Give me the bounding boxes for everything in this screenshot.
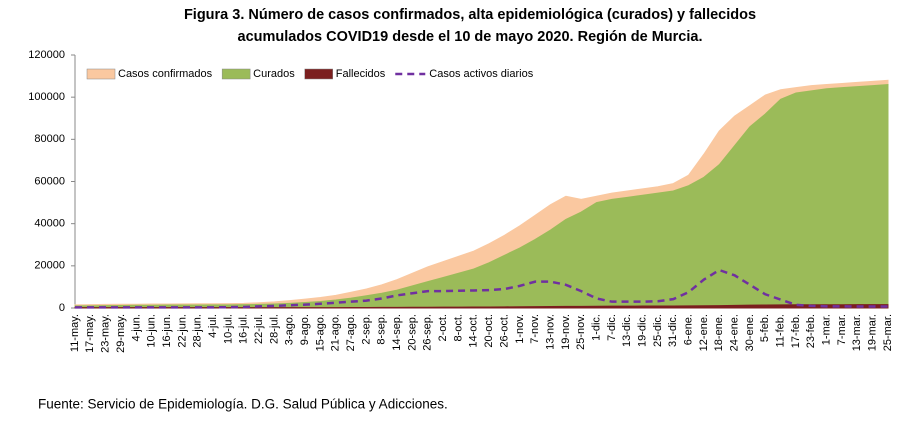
x-tick-label: 25-mar. [882, 314, 894, 351]
y-tick-label: 20000 [34, 260, 65, 272]
x-tick-label: 1-dic. [590, 314, 602, 341]
legend-swatch [86, 68, 116, 80]
x-tick-label: 26-sep. [422, 314, 434, 351]
chart-title: Figura 3. Número de casos confirmados, a… [184, 7, 756, 23]
x-tick-label: 30-ene. [744, 314, 756, 351]
legend-swatch [221, 68, 251, 80]
x-tick-label: 2-oct. [437, 314, 449, 342]
y-tick-label: 100000 [28, 91, 65, 103]
x-tick-label: 15-ago. [314, 314, 326, 351]
x-tick-label: 17-may. [84, 314, 96, 353]
x-tick-label: 13-mar. [851, 314, 863, 351]
x-tick-label: 17-feb. [790, 314, 802, 348]
area [74, 304, 889, 309]
x-tick-label: 7-mar. [836, 314, 848, 345]
x-tick-label: 27-ago. [345, 314, 357, 351]
x-tick-label: 22-jul. [253, 314, 265, 344]
x-tick-label: 21-ago. [330, 314, 342, 351]
x-tick-label: 14-sep. [391, 314, 403, 351]
x-tick-label: 28-jun. [192, 314, 204, 348]
x-tick-label: 24-ene. [729, 314, 741, 351]
x-tick-label: 26-oct. [498, 314, 510, 348]
y-tick-label: 0 [59, 302, 65, 314]
chart-title: acumulados COVID19 desde el 10 de mayo 2… [238, 29, 703, 45]
legend-label: Curados [253, 68, 295, 80]
y-tick-label: 120000 [28, 49, 65, 61]
line [75, 268, 888, 309]
y-tick-label: 40000 [34, 218, 65, 230]
x-tick-label: 13-nov. [544, 314, 556, 350]
x-tick-label: 8-oct. [452, 314, 464, 342]
x-tick-label: 20-sep. [406, 314, 418, 351]
x-tick-label: 7-nov. [529, 314, 541, 344]
x-tick-label: 1-nov. [514, 314, 526, 344]
x-tick-label: 18-ene. [713, 314, 725, 351]
x-tick-label: 22-jun. [176, 314, 188, 348]
x-tick-label: 19-mar. [867, 314, 879, 351]
x-tick-label: 2-sep. [360, 314, 372, 345]
x-tick-label: 19-dic. [636, 314, 648, 347]
x-tick-label: 12-ene. [698, 314, 710, 351]
x-tick-label: 4-jul. [207, 314, 219, 338]
x-tick-label: 16-jun. [161, 314, 173, 348]
x-tick-label: 23-feb. [805, 314, 817, 348]
x-tick-label: 9-ago. [299, 314, 311, 345]
x-tick-label: 19-nov. [560, 314, 572, 350]
x-tick-label: 20-oct. [483, 314, 495, 348]
x-tick-label: 11-may. [69, 314, 81, 352]
x-tick-label: 31-dic. [667, 314, 679, 347]
x-tick-label: 6-ene. [682, 314, 694, 345]
x-tick-label: 28-jul. [268, 314, 280, 344]
x-tick-label: 16-jul. [238, 314, 250, 344]
x-tick-label: 23-may. [100, 314, 112, 353]
legend-swatch [304, 68, 333, 80]
x-tick-label: 11-feb. [775, 314, 787, 347]
x-tick-label: 25-nov. [575, 314, 587, 350]
area [74, 83, 889, 309]
x-tick-label: 3-ago. [284, 314, 296, 345]
x-tick-label: 29-may. [115, 314, 127, 353]
y-tick-label: 60000 [34, 175, 65, 187]
x-tick-label: 13-dic. [621, 314, 633, 347]
x-tick-label: 10-jul. [222, 314, 234, 344]
legend-label: Fallecidos [336, 68, 386, 80]
legend-label: Casos activos diarios [429, 68, 533, 80]
x-tick-label: 1-mar. [821, 314, 833, 345]
legend-label: Casos confirmados [118, 68, 213, 80]
x-tick-label: 10-jun. [146, 314, 158, 348]
y-tick-label: 80000 [34, 133, 65, 145]
x-tick-label: 14-oct. [468, 314, 480, 348]
x-tick-label: 7-dic. [606, 314, 618, 341]
source-note: Fuente: Servicio de Epidemiología. D.G. … [38, 397, 448, 412]
x-tick-label: 4-jun. [130, 314, 142, 342]
x-tick-label: 5-feb. [759, 314, 771, 342]
x-tick-label: 25-dic. [652, 314, 664, 347]
x-tick-label: 8-sep. [376, 314, 388, 345]
